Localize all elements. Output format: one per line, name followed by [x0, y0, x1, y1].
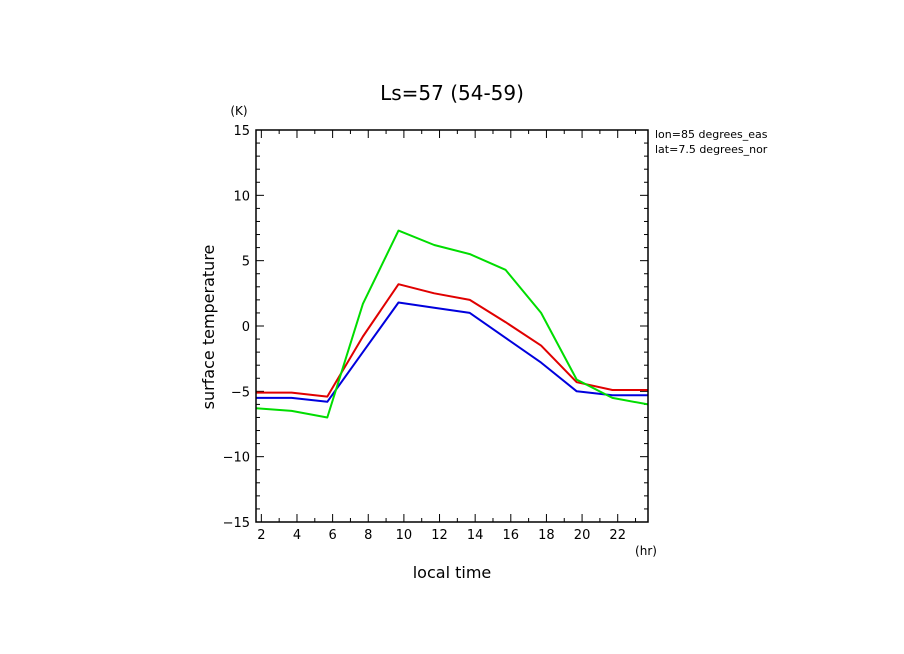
y-tick-label: 0 — [242, 320, 250, 335]
x-tick-label: 2 — [257, 528, 265, 543]
series-group — [255, 229, 649, 419]
x-tick-label: 8 — [364, 528, 372, 543]
x-axis-label: local time — [413, 563, 492, 582]
tick-labels: 15 10 5 0 −5 −10 −15 2 4 6 8 10 12 14 16 18 20 22 — [223, 124, 626, 543]
y-tick-label: −15 — [223, 516, 250, 531]
series-line-1 — [256, 283, 648, 398]
y-tick-label: 5 — [242, 255, 250, 270]
series-line-2 — [256, 301, 648, 403]
plot-frame — [255, 129, 649, 523]
x-tick-label: 4 — [293, 528, 301, 543]
x-tick-label: 10 — [396, 528, 413, 543]
x-tick-label: 6 — [328, 528, 336, 543]
y-axis-label: surface temperature — [199, 245, 218, 410]
x-unit-label: (hr) — [635, 544, 657, 558]
axis-ticks — [256, 129, 648, 523]
y-tick-label: 15 — [233, 124, 250, 139]
annotation-lat: lat=7.5 degrees_nor — [655, 143, 768, 156]
x-tick-label: 18 — [538, 528, 555, 543]
x-tick-label: 16 — [503, 528, 520, 543]
x-tick-label: 22 — [609, 528, 626, 543]
x-tick-label: 12 — [431, 528, 448, 543]
annotation-lon: lon=85 degrees_eas — [655, 128, 768, 141]
chart-title: Ls=57 (54-59) — [380, 81, 524, 105]
series-line-3 — [255, 229, 649, 419]
y-tick-label: −10 — [223, 451, 250, 466]
x-tick-label: 20 — [574, 528, 591, 543]
y-unit-label: (K) — [230, 104, 247, 118]
y-tick-label: 10 — [233, 189, 250, 204]
y-tick-label: −5 — [231, 385, 250, 400]
x-tick-label: 14 — [467, 528, 484, 543]
